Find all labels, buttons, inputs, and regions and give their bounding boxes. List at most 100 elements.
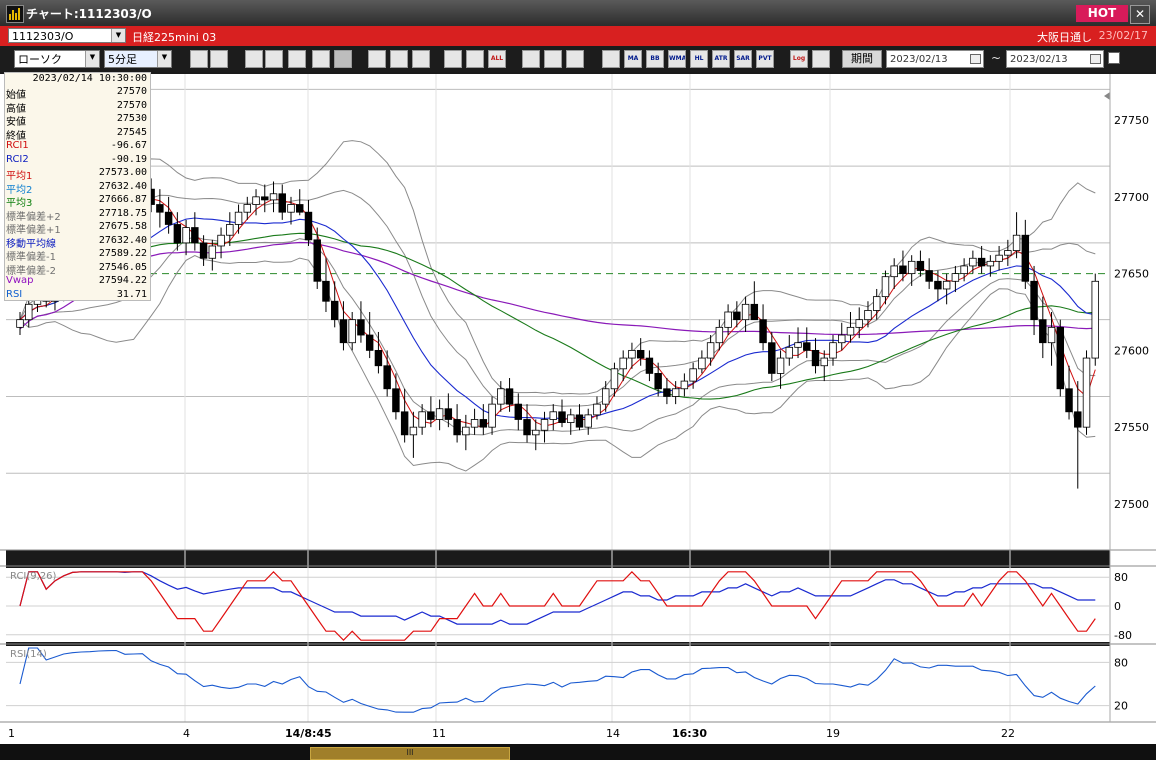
ohlc-info-panel: 2023/02/14 10:30:00 始値 27570 高値 27570 安値 2753… [4,72,151,301]
log-icon[interactable]: Log [790,50,808,68]
candle-body [706,342,715,359]
candle-body [208,245,217,259]
candle-body [549,411,557,420]
palette-icon[interactable] [566,50,584,68]
chevron-down-icon[interactable]: ▼ [111,29,125,42]
candle-body [1074,411,1082,428]
candle-body [217,234,225,247]
candle-body [523,419,531,436]
chevron-down-icon[interactable]: ▼ [85,51,99,67]
gear-icon[interactable] [522,50,540,68]
info-value: 27545 [116,126,147,138]
calendar-icon[interactable] [1090,54,1101,64]
candle-body [374,349,383,367]
candle-body [497,388,505,405]
candle-body [348,319,356,344]
crosshair-icon[interactable] [210,50,228,68]
pen-icon[interactable] [368,50,386,68]
atr-icon[interactable]: ATR [712,50,730,68]
marker-icon[interactable] [444,50,462,68]
candle-body [505,388,514,405]
bb-lower1-line [20,236,1096,436]
date-to-field[interactable]: 2023/02/13 [1006,50,1104,68]
candle-body [322,280,330,302]
candle-body [444,408,453,420]
candle-body [724,311,732,328]
sar-icon[interactable]: SAR [734,50,752,68]
options-checkbox[interactable] [1108,52,1120,64]
candle-body [25,303,33,321]
info-row: 標準偏差-1 27589.22 [5,248,150,263]
hot-button[interactable]: HOT [1076,5,1128,22]
main-plot-area [6,74,1110,550]
bb-icon[interactable]: BB [646,50,664,68]
pvt-icon[interactable]: PVT [756,50,774,68]
date-from-field[interactable]: 2023/02/13 [886,50,984,68]
candle-body [278,193,286,213]
all-icon[interactable]: ALL [488,50,506,68]
zoom-icon[interactable] [190,50,208,68]
chart-type-select[interactable]: ローソク ▼ [14,50,100,68]
info-row: 標準偏差+1 27675.58 [5,221,150,236]
candle-body [427,411,435,420]
info-row: RSI 31.71 [5,289,150,302]
info-row: 移動平均線 27632.40 [5,235,150,250]
app-icon [6,5,24,23]
symbol-value: 1112303/O [12,30,74,43]
candle-body [811,349,820,367]
calendar-icon[interactable] [970,54,981,64]
symbol-select[interactable]: 1112303/O ▼ [8,28,126,43]
undo-icon[interactable] [412,50,430,68]
close-button[interactable]: ✕ [1130,5,1150,24]
flag-icon[interactable] [312,50,330,68]
disabled-icon[interactable] [334,50,352,68]
chevron-down-icon[interactable]: ▼ [157,51,171,67]
scrollbar-thumb[interactable]: III [310,747,510,760]
candle-body [339,319,348,344]
search-icon[interactable] [265,50,283,68]
interval-select[interactable]: 5分足 ▼ [104,50,172,68]
rci-panel-label: RCI(9,26) [10,571,57,582]
info-value: 27546.05 [98,261,147,273]
wrench-icon[interactable] [544,50,562,68]
period-button[interactable]: 期間 [842,50,882,68]
window-title: チャート:1112303/O [26,7,152,21]
candle-body [759,319,767,344]
marker2-icon[interactable] [466,50,484,68]
chart-toolbar: ローソク ▼ 5分足 ▼ ALL MA BB WMA HL ATR SAR PVT Log 期間 2… [0,46,1156,72]
window-titlebar: チャート:1112303/O HOT ✕ [0,0,1156,26]
wma-icon[interactable]: WMA [668,50,686,68]
candle-body [1004,250,1012,256]
rsi-panel-label: RSI(14) [10,649,47,660]
time-tick-label: 14/8:45 [285,727,332,740]
candle-body [601,388,610,405]
date-to-value: 2023/02/13 [1010,54,1068,65]
hl-icon[interactable]: HL [690,50,708,68]
candle-body [252,196,260,205]
candle-body [680,380,689,390]
price-tick-label: 27600 [1114,344,1149,357]
axis-marker-icon [1104,92,1110,100]
candle-body [435,408,444,420]
candle-body [567,414,575,423]
ma2-line [19,217,1096,420]
price-tick-label: 27750 [1114,114,1149,127]
candle-body [986,260,995,267]
ma-icon[interactable]: MA [624,50,642,68]
horizontal-scrollbar[interactable]: III [0,744,1156,760]
candle-body [750,303,759,321]
download-icon[interactable] [245,50,263,68]
info-value: 27718.75 [98,207,147,219]
candle-body [173,224,182,244]
candle-body [689,368,697,382]
info-value: -90.19 [110,153,147,165]
candle-body [671,388,680,397]
info-row: 平均2 27632.40 [5,181,150,196]
candle-body [925,270,933,282]
cursor-icon[interactable] [390,50,408,68]
grid-icon[interactable] [602,50,620,68]
candle-body [593,403,601,416]
export-icon[interactable] [812,50,830,68]
chart-icon[interactable] [288,50,306,68]
price-chart[interactable]: 27500 27550 27600 27650 27700 27750 80 0 -80 RCI(… [0,72,1156,744]
